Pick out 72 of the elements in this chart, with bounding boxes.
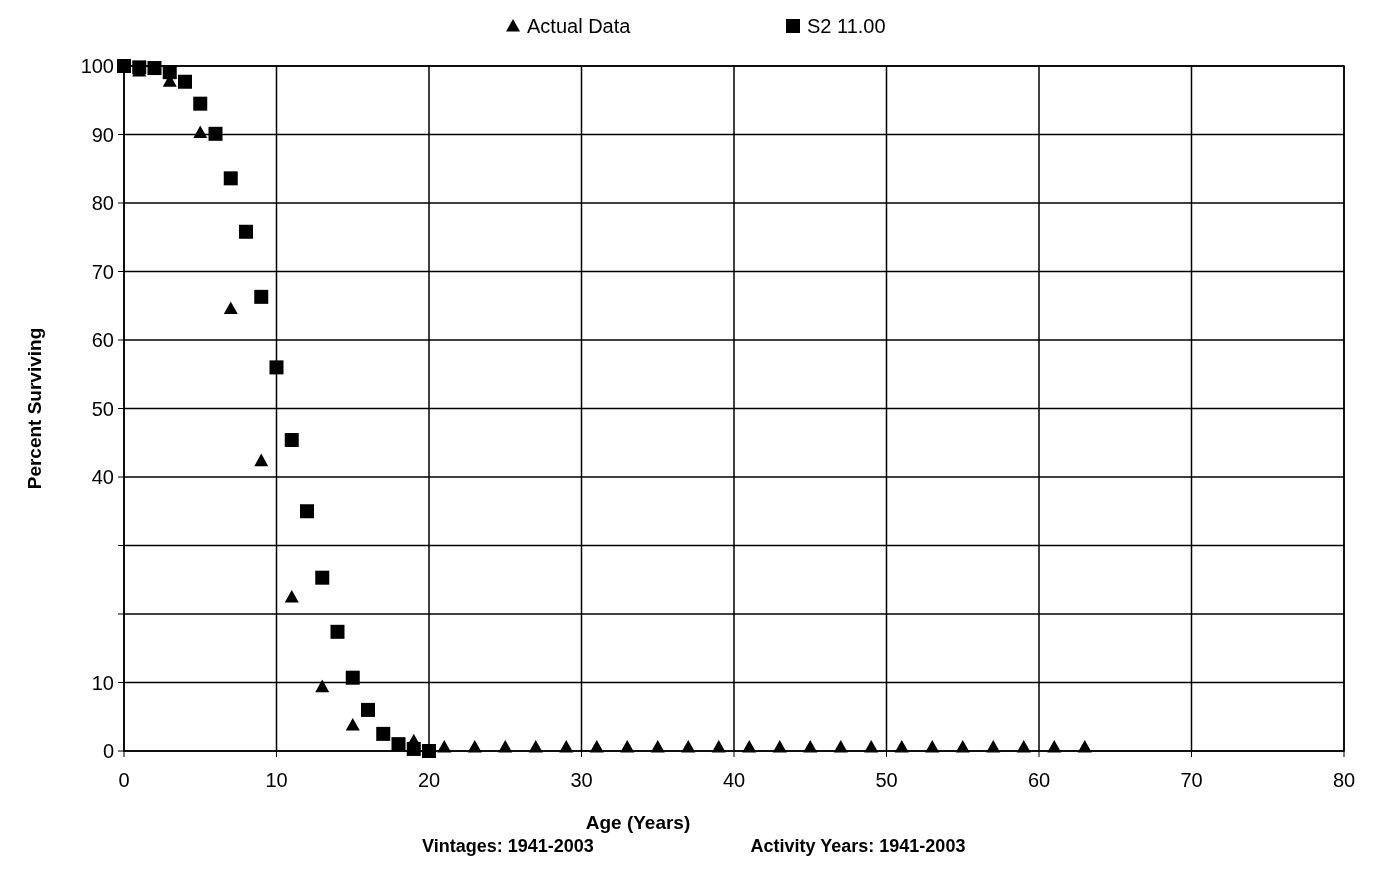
- y-tick-label: 60: [91, 329, 114, 351]
- y-tick-label: 0: [102, 740, 114, 762]
- legend-label: S2 11.00: [807, 15, 886, 37]
- point: [772, 739, 787, 753]
- point: [284, 433, 299, 448]
- point: [284, 589, 299, 603]
- point: [589, 739, 604, 753]
- x-tick-label: 70: [1180, 769, 1203, 791]
- point: [330, 624, 345, 639]
- point: [193, 96, 208, 111]
- point: [254, 453, 269, 467]
- point: [269, 360, 284, 375]
- point: [864, 739, 879, 753]
- x-tick-label: 60: [1027, 769, 1051, 791]
- text: Vintages: 1941-2003: [422, 836, 594, 856]
- point: [162, 65, 177, 80]
- point: [208, 126, 223, 141]
- point: [1016, 739, 1031, 753]
- legend-label: Actual Data: [527, 15, 632, 37]
- point: [193, 125, 208, 139]
- point: [223, 171, 238, 186]
- y-tick-label: 10: [91, 671, 114, 694]
- x-tick-label: 80: [1332, 769, 1356, 791]
- y-axis-title: Percent Surviving: [24, 327, 45, 490]
- point: [1077, 739, 1092, 753]
- point: [986, 739, 1001, 753]
- point: [742, 739, 757, 753]
- point: [345, 717, 360, 731]
- point: [147, 61, 162, 76]
- y-tick-label: 70: [91, 260, 114, 283]
- point: [498, 739, 513, 753]
- y-tick-label: 80: [91, 192, 114, 214]
- point: [559, 739, 574, 753]
- point: [650, 739, 665, 753]
- point: [223, 301, 238, 315]
- x-tick-label: 20: [417, 769, 441, 791]
- y-tick-label: 90: [91, 123, 114, 146]
- point: [239, 224, 253, 239]
- y-tick-label: 100: [80, 55, 114, 77]
- y-tick-label: 50: [91, 397, 114, 420]
- point: [711, 739, 726, 753]
- point: [178, 74, 192, 89]
- point: [925, 739, 940, 753]
- point: [254, 289, 269, 304]
- point: [467, 739, 482, 753]
- point: [833, 739, 848, 753]
- point: [117, 59, 131, 73]
- x-tick-label: 40: [722, 769, 746, 791]
- point: [620, 739, 635, 753]
- point: [528, 739, 543, 753]
- point: [955, 739, 970, 753]
- point: [681, 739, 696, 753]
- x-tick-label: 50: [875, 769, 898, 791]
- point: [422, 744, 436, 758]
- point: [345, 670, 360, 685]
- x-tick-label: 0: [118, 769, 130, 791]
- point: [391, 737, 406, 752]
- x-axis-title: Age (Years): [585, 812, 691, 833]
- x-tick-label: 10: [265, 769, 288, 791]
- point: [315, 570, 330, 585]
- y-tick-label: 40: [91, 466, 114, 488]
- point: [315, 679, 330, 693]
- point: [803, 739, 818, 753]
- point: [361, 702, 375, 717]
- point: [300, 504, 314, 519]
- point: [894, 739, 909, 753]
- point: [376, 726, 391, 741]
- x-tick-label: 30: [570, 769, 593, 791]
- text: Activity Years: 1941-2003: [750, 836, 966, 856]
- point: [406, 733, 421, 747]
- point: [437, 739, 452, 753]
- point: [1047, 739, 1062, 753]
